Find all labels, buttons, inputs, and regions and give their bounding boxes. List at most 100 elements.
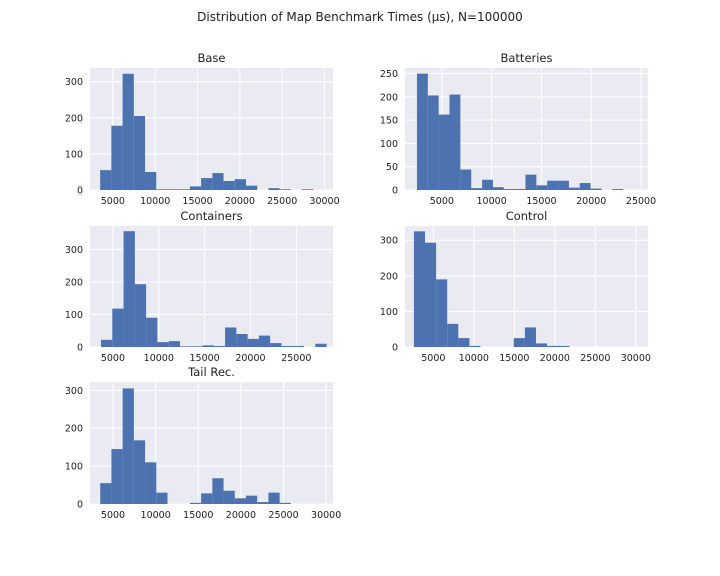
x-tick-label: 5000 <box>101 353 125 364</box>
x-tick-label: 10000 <box>477 196 507 207</box>
x-tick-label: 30000 <box>621 353 651 364</box>
histogram-bar <box>201 493 213 504</box>
x-tick-label: 20000 <box>235 353 265 364</box>
histogram-bar <box>458 338 470 347</box>
histogram-bar <box>100 170 112 190</box>
x-tick-label: 15000 <box>499 353 529 364</box>
histogram-bar <box>525 174 537 190</box>
histogram-bar <box>246 185 258 190</box>
histogram-panel: 5000 10000 15000 20000 25000 30000 0 100 200 300 B… <box>65 51 340 207</box>
histogram-bar <box>157 342 169 347</box>
histogram-bar <box>315 343 327 347</box>
y-tick-label: 200 <box>65 277 83 288</box>
panel-title: Batteries <box>500 51 552 65</box>
histogram-panel: 5000 10000 15000 20000 25000 30000 0 100 200 300 T… <box>65 365 341 521</box>
histogram-bar <box>436 279 448 347</box>
y-tick-label: 100 <box>65 149 83 160</box>
x-tick-label: 10000 <box>144 353 174 364</box>
histogram-bar <box>279 189 291 190</box>
histogram-bar <box>212 173 224 190</box>
histogram-bar <box>225 327 237 347</box>
histogram-bar <box>547 345 559 347</box>
histogram-bar <box>568 187 580 190</box>
histogram-bar <box>111 125 123 190</box>
histogram-bar <box>268 492 280 504</box>
histogram-bar <box>234 179 247 190</box>
y-tick-label: 0 <box>392 343 398 354</box>
histogram-bar <box>212 478 224 504</box>
x-tick-label: 25000 <box>626 196 656 207</box>
histogram-bar <box>558 180 569 190</box>
histogram-bar <box>258 335 271 347</box>
histogram-bar <box>167 189 179 190</box>
histogram-bar <box>558 345 570 347</box>
y-tick-label: 200 <box>65 113 83 124</box>
histogram-bar <box>270 343 282 347</box>
histogram-bar <box>122 388 134 504</box>
histogram-bar <box>146 317 158 347</box>
histogram-bar <box>133 116 146 190</box>
x-tick-label: 15000 <box>190 353 220 364</box>
y-tick-label: 100 <box>65 310 83 321</box>
histogram-bar <box>123 231 135 347</box>
histogram-bar <box>213 346 226 347</box>
y-tick-label: 100 <box>380 307 398 318</box>
histogram-bar <box>122 73 134 190</box>
histogram-bar <box>245 495 258 504</box>
y-tick-label: 300 <box>65 386 83 397</box>
histogram-bar <box>469 345 481 347</box>
x-tick-label: 5000 <box>101 510 125 521</box>
y-tick-label: 200 <box>380 92 398 103</box>
histogram-bar <box>524 327 536 347</box>
x-tick-label: 20000 <box>225 196 255 207</box>
histogram-bar <box>492 187 504 190</box>
histogram-bar <box>447 323 459 347</box>
histogram-bar <box>590 188 602 190</box>
y-tick-label: 0 <box>77 186 83 197</box>
histogram-bar <box>514 189 526 190</box>
histogram-bar <box>179 346 192 347</box>
histogram-bar <box>482 179 493 190</box>
histogram-bar <box>168 341 180 347</box>
x-tick-label: 25000 <box>268 510 298 521</box>
y-tick-label: 300 <box>380 236 398 247</box>
histogram-bar <box>547 180 559 190</box>
histogram-bar <box>281 346 293 347</box>
histogram-panel: 5000 10000 15000 20000 25000 30000 0 100 200 300 C… <box>380 209 651 364</box>
x-tick-label: 20000 <box>226 510 256 521</box>
histogram-bar <box>112 308 124 347</box>
y-tick-label: 0 <box>392 186 398 197</box>
histogram-bar <box>449 94 461 190</box>
x-tick-label: 10000 <box>140 196 170 207</box>
histogram-bar <box>279 502 291 504</box>
x-tick-label: 15000 <box>183 510 213 521</box>
histogram-bar <box>223 180 235 190</box>
panel-title: Tail Rec. <box>187 365 235 379</box>
histogram-bar <box>201 178 213 190</box>
x-tick-label: 5000 <box>421 353 445 364</box>
histogram-bar <box>513 338 525 347</box>
histogram-bar <box>427 95 439 190</box>
histogram-bar <box>257 502 269 504</box>
y-tick-label: 0 <box>77 343 83 354</box>
y-tick-label: 250 <box>380 69 398 80</box>
histogram-bar <box>156 492 168 504</box>
x-tick-label: 30000 <box>311 510 341 521</box>
histogram-bar <box>612 189 624 190</box>
histogram-bar <box>471 188 483 190</box>
histogram-bar <box>416 73 428 190</box>
histogram-bar <box>292 346 305 347</box>
x-tick-label: 25000 <box>281 353 311 364</box>
histogram-bar <box>189 502 202 504</box>
x-tick-label: 15000 <box>182 196 212 207</box>
x-tick-label: 20000 <box>576 196 606 207</box>
histogram-bar <box>302 189 314 190</box>
x-tick-label: 5000 <box>101 196 125 207</box>
x-tick-label: 20000 <box>540 353 570 364</box>
y-tick-label: 100 <box>65 462 83 473</box>
y-tick-label: 300 <box>65 245 83 256</box>
histogram-bar <box>247 338 259 347</box>
histogram-bar <box>535 343 548 347</box>
histogram-bar <box>503 189 515 190</box>
